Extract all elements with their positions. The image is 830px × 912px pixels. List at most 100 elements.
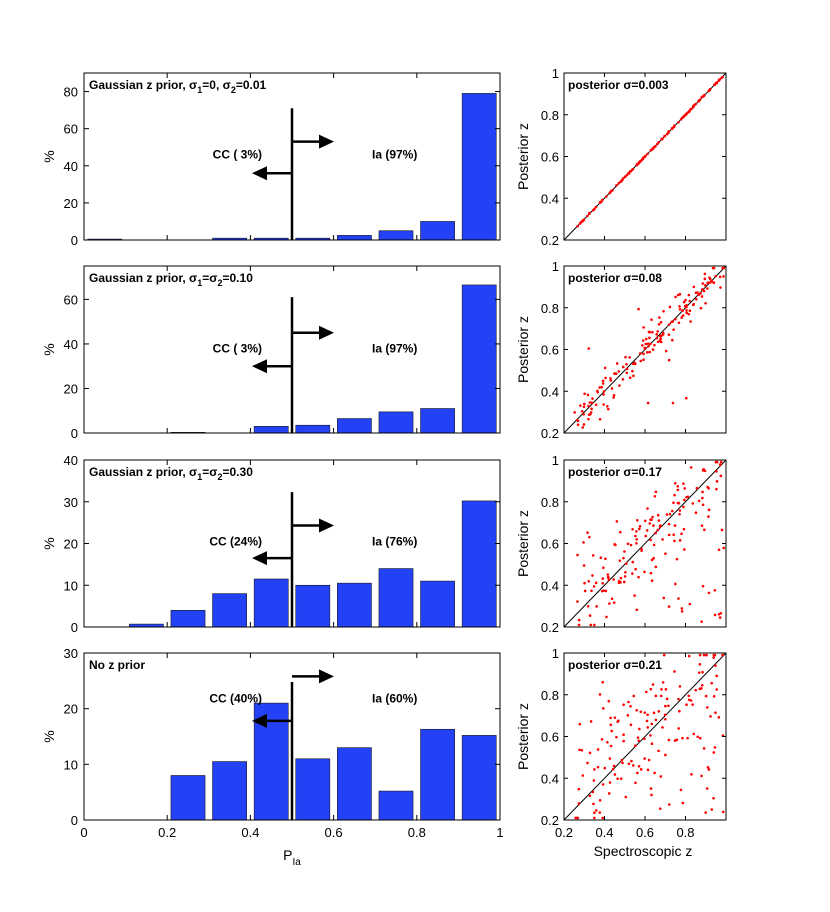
scatter-point xyxy=(650,518,653,522)
scatter-point xyxy=(715,674,719,678)
scatter-point xyxy=(682,527,686,531)
cc-fraction-label: CC ( 3%) xyxy=(213,341,262,355)
scatter-point xyxy=(612,601,616,604)
scatter-point xyxy=(598,811,602,814)
scatter-point xyxy=(589,720,593,723)
scatter-point xyxy=(621,365,625,369)
scatter-point xyxy=(671,401,675,405)
scatter-point xyxy=(649,571,653,575)
scatter-point xyxy=(583,392,586,396)
scatter-point xyxy=(661,681,665,684)
scatter-point xyxy=(712,695,716,698)
scatter-point xyxy=(715,487,718,491)
scatter-point xyxy=(650,318,653,321)
scatter-point xyxy=(577,618,581,622)
scatter-point xyxy=(685,703,688,707)
scatter-point xyxy=(604,376,607,380)
scatter-point xyxy=(602,403,605,406)
histogram-panel-1: 0 20 40 60 80% Gaussian z prior, σ1=0, σ2=0.0… xyxy=(41,72,501,248)
scatter-point xyxy=(649,687,653,691)
scatter-point xyxy=(692,285,696,289)
x-tick-label: 0.8 xyxy=(676,825,694,840)
scatter-point xyxy=(588,794,592,798)
y-tick-label: 30 xyxy=(64,495,78,510)
scatter-point xyxy=(583,581,586,585)
panel-title: posterior σ=0.21 xyxy=(568,658,662,672)
scatter-point xyxy=(715,688,719,691)
y-tick-label: 0 xyxy=(71,813,78,828)
histogram-bar xyxy=(337,418,372,434)
scatter-point xyxy=(625,363,628,366)
y-tick-label: 0.6 xyxy=(541,537,559,552)
scatter-point xyxy=(722,546,725,550)
scatter-point xyxy=(651,147,655,151)
scatter-point xyxy=(615,184,618,187)
scatter-point xyxy=(592,585,596,588)
scatter-point xyxy=(637,161,641,164)
scatter-point xyxy=(589,411,593,414)
scatter-point xyxy=(700,288,704,291)
scatter-point xyxy=(636,736,640,739)
scatter-point xyxy=(700,524,704,527)
scatter-point xyxy=(601,783,605,786)
scatter-point xyxy=(579,404,582,407)
scatter-point xyxy=(694,688,698,692)
figure-labels: PIa Spectroscopic z xyxy=(283,843,692,868)
y-tick-label: 0.4 xyxy=(541,771,559,786)
scatter-point xyxy=(637,764,641,768)
scatter-point xyxy=(585,214,589,218)
scatter-point xyxy=(588,535,591,539)
scatter-point xyxy=(615,520,619,523)
scatter-point xyxy=(701,490,704,494)
scatter-point xyxy=(664,349,668,353)
scatter-point xyxy=(591,574,594,577)
histogram-bar xyxy=(170,609,206,628)
scatter-point xyxy=(632,374,635,378)
scatter-point xyxy=(611,189,614,192)
scatter-point xyxy=(670,127,674,131)
scatter-point xyxy=(654,565,658,569)
scatter-point xyxy=(628,170,632,173)
scatter-point xyxy=(609,379,613,382)
scatter-point xyxy=(601,816,604,820)
scatter-point xyxy=(677,321,681,325)
histogram-bar xyxy=(212,761,247,821)
scatter-point xyxy=(674,295,677,299)
scatter-point xyxy=(607,792,611,795)
scatter-point xyxy=(644,534,647,538)
histogram-bar xyxy=(337,747,372,821)
scatter-point xyxy=(622,733,625,736)
scatter-point xyxy=(707,281,711,284)
scatter-point xyxy=(659,320,663,324)
scatter-point xyxy=(681,736,684,740)
scatter-point xyxy=(680,316,683,319)
scatter-point xyxy=(703,469,707,473)
scatter-point xyxy=(701,282,705,285)
scatter-point xyxy=(697,671,701,674)
scatter-x-axis-label: Spectroscopic z xyxy=(594,843,693,859)
hist-x-axis-label: PIa xyxy=(283,847,301,868)
histogram-bar xyxy=(420,580,455,628)
scatter-point xyxy=(713,588,717,592)
scatter-point xyxy=(611,767,615,771)
scatter-point xyxy=(646,342,650,345)
scatter-point xyxy=(645,529,649,532)
scatter-point xyxy=(712,281,715,284)
scatter-point xyxy=(651,348,655,351)
scatter-point xyxy=(591,790,595,794)
scatter-point xyxy=(604,195,608,198)
scatter-point xyxy=(587,417,590,421)
y-tick-label: 0.8 xyxy=(541,495,559,510)
cc-fraction-label: CC (24%) xyxy=(209,534,262,548)
x-tick-label: 0.4 xyxy=(595,825,613,840)
scatter-point xyxy=(652,524,655,527)
scatter-point xyxy=(674,582,677,586)
scatter-point xyxy=(698,653,702,657)
scatter-point xyxy=(619,530,622,534)
scatter-point xyxy=(587,579,591,583)
y-tick-label: 0.4 xyxy=(541,384,559,399)
histogram-bar xyxy=(378,568,414,628)
scatter-point xyxy=(582,218,585,222)
scatter-point xyxy=(601,707,605,710)
scatter-point xyxy=(598,693,602,696)
